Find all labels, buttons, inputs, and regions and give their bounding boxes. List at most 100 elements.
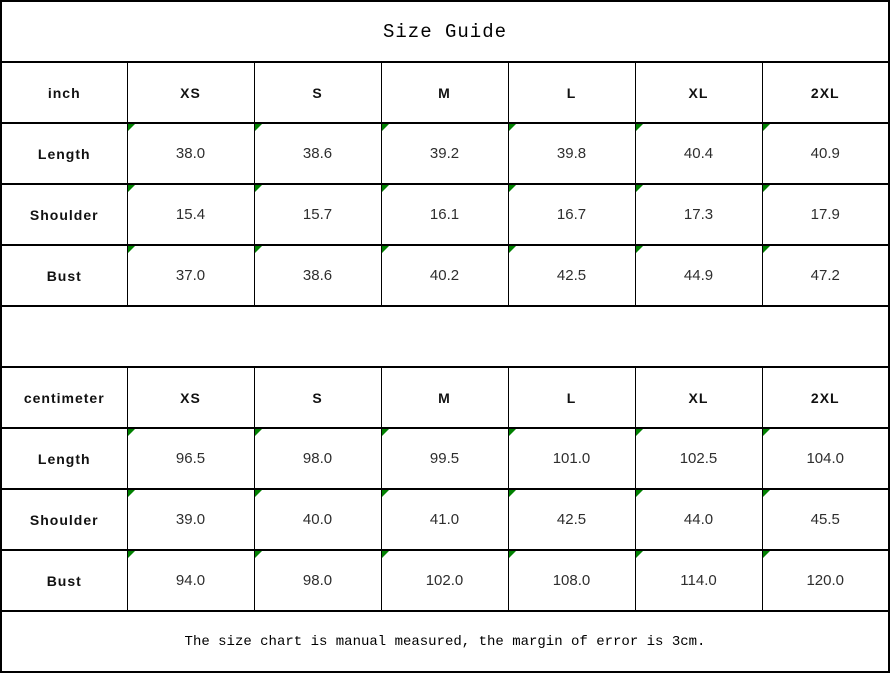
- measurement-cell: 102.0: [380, 549, 509, 612]
- measurement-cell: 98.0: [253, 549, 382, 612]
- flag-triangle-icon: [509, 430, 516, 436]
- inch-header-row: inch XS S M L XL 2XL: [0, 61, 890, 124]
- measurement-cell: 37.0: [126, 244, 255, 307]
- measurement-cell: 38.0: [126, 122, 255, 185]
- measurement-cell: 17.3: [634, 183, 763, 246]
- spacer-row: [1, 305, 889, 368]
- measurement-value: 104.0: [806, 450, 845, 467]
- flag-triangle-icon: [255, 247, 262, 253]
- size-column-header: L: [507, 61, 636, 124]
- measurement-cell: 44.0: [634, 488, 763, 551]
- measurement-value: 41.0: [429, 511, 460, 528]
- measurement-value: 39.0: [175, 511, 206, 528]
- measurement-cell: 40.0: [253, 488, 382, 551]
- flag-triangle-icon: [636, 430, 643, 436]
- flag-triangle-icon: [509, 125, 516, 131]
- measurement-cell: 47.2: [761, 244, 890, 307]
- measurement-cell: 96.5: [126, 427, 255, 490]
- flag-triangle-icon: [509, 186, 516, 192]
- flag-triangle-icon: [382, 491, 389, 497]
- measurement-cell: 44.9: [634, 244, 763, 307]
- measurement-cell: 38.6: [253, 244, 382, 307]
- measurement-cell: 102.5: [634, 427, 763, 490]
- row-label: Bust: [0, 244, 128, 307]
- title-row: Size Guide: [1, 0, 889, 63]
- measurement-value: 40.9: [810, 145, 840, 162]
- flag-triangle-icon: [255, 491, 262, 497]
- measurement-cell: 42.5: [507, 488, 636, 551]
- measurement-cell: 40.4: [634, 122, 763, 185]
- measurement-value: 120.0: [806, 572, 845, 589]
- measurement-cell: 16.7: [507, 183, 636, 246]
- measurement-value: 102.0: [425, 572, 464, 589]
- flag-triangle-icon: [128, 247, 135, 253]
- centimeter-length-row: Length 96.5 98.0 99.5 101.0 102.5 104.0: [0, 427, 890, 490]
- size-column-header: L: [507, 366, 636, 429]
- flag-triangle-icon: [636, 186, 643, 192]
- row-label: Length: [0, 122, 128, 185]
- measurement-value: 17.3: [683, 206, 714, 223]
- measurement-cell: 41.0: [380, 488, 509, 551]
- centimeter-header-row: centimeter XS S M L XL 2XL: [0, 366, 890, 429]
- size-column-header: 2XL: [761, 366, 890, 429]
- measurement-cell: 98.0: [253, 427, 382, 490]
- flag-triangle-icon: [382, 430, 389, 436]
- flag-triangle-icon: [128, 491, 135, 497]
- size-column-header: XL: [634, 61, 763, 124]
- measurement-value: 42.5: [556, 511, 587, 528]
- measurement-value: 99.5: [429, 450, 460, 467]
- flag-triangle-icon: [382, 186, 389, 192]
- measurement-value: 47.2: [810, 267, 840, 284]
- measurement-value: 40.2: [429, 267, 460, 284]
- flag-triangle-icon: [763, 125, 770, 131]
- measurement-value: 17.9: [810, 206, 840, 223]
- measurement-value: 15.7: [302, 206, 333, 223]
- measurement-cell: 17.9: [761, 183, 890, 246]
- measurement-value: 42.5: [556, 267, 587, 284]
- flag-triangle-icon: [255, 125, 262, 131]
- footer-note: The size chart is manual measured, the m…: [1, 610, 889, 673]
- inch-length-row: Length 38.0 38.6 39.2 39.8 40.4 40.9: [0, 122, 890, 185]
- flag-triangle-icon: [509, 491, 516, 497]
- measurement-value: 38.6: [302, 267, 333, 284]
- measurement-value: 114.0: [680, 572, 717, 589]
- measurement-cell: 40.9: [761, 122, 890, 185]
- flag-triangle-icon: [128, 125, 135, 131]
- flag-triangle-icon: [509, 552, 516, 558]
- flag-triangle-icon: [763, 552, 770, 558]
- measurement-cell: 94.0: [126, 549, 255, 612]
- row-label: Bust: [0, 549, 128, 612]
- measurement-value: 101.0: [552, 450, 591, 467]
- measurement-value: 44.9: [683, 267, 714, 284]
- flag-triangle-icon: [636, 552, 643, 558]
- row-label: Shoulder: [0, 488, 128, 551]
- inch-shoulder-row: Shoulder 15.4 15.7 16.1 16.7 17.3 17.9: [0, 183, 890, 246]
- flag-triangle-icon: [128, 430, 135, 436]
- measurement-value: 45.5: [810, 511, 840, 528]
- size-column-header: XS: [126, 61, 255, 124]
- footer-row: The size chart is manual measured, the m…: [1, 610, 889, 673]
- size-column-header: S: [253, 61, 382, 124]
- flag-triangle-icon: [763, 247, 770, 253]
- flag-triangle-icon: [255, 552, 262, 558]
- measurement-cell: 15.7: [253, 183, 382, 246]
- measurement-value: 39.2: [429, 145, 460, 162]
- size-column-header: M: [380, 61, 509, 124]
- measurement-cell: 101.0: [507, 427, 636, 490]
- page-title: Size Guide: [1, 0, 889, 63]
- flag-triangle-icon: [636, 125, 643, 131]
- flag-triangle-icon: [636, 491, 643, 497]
- measurement-value: 16.1: [429, 206, 460, 223]
- centimeter-shoulder-row: Shoulder 39.0 40.0 41.0 42.5 44.0 45.5: [0, 488, 890, 551]
- inch-bust-row: Bust 37.0 38.6 40.2 42.5 44.9 47.2: [0, 244, 890, 307]
- measurement-cell: 16.1: [380, 183, 509, 246]
- measurement-cell: 40.2: [380, 244, 509, 307]
- unit-header-inch: inch: [0, 61, 128, 124]
- measurement-value: 38.6: [302, 145, 333, 162]
- measurement-value: 16.7: [556, 206, 587, 223]
- flag-triangle-icon: [382, 552, 389, 558]
- measurement-value: 15.4: [175, 206, 206, 223]
- measurement-cell: 104.0: [761, 427, 890, 490]
- size-column-header: XS: [126, 366, 255, 429]
